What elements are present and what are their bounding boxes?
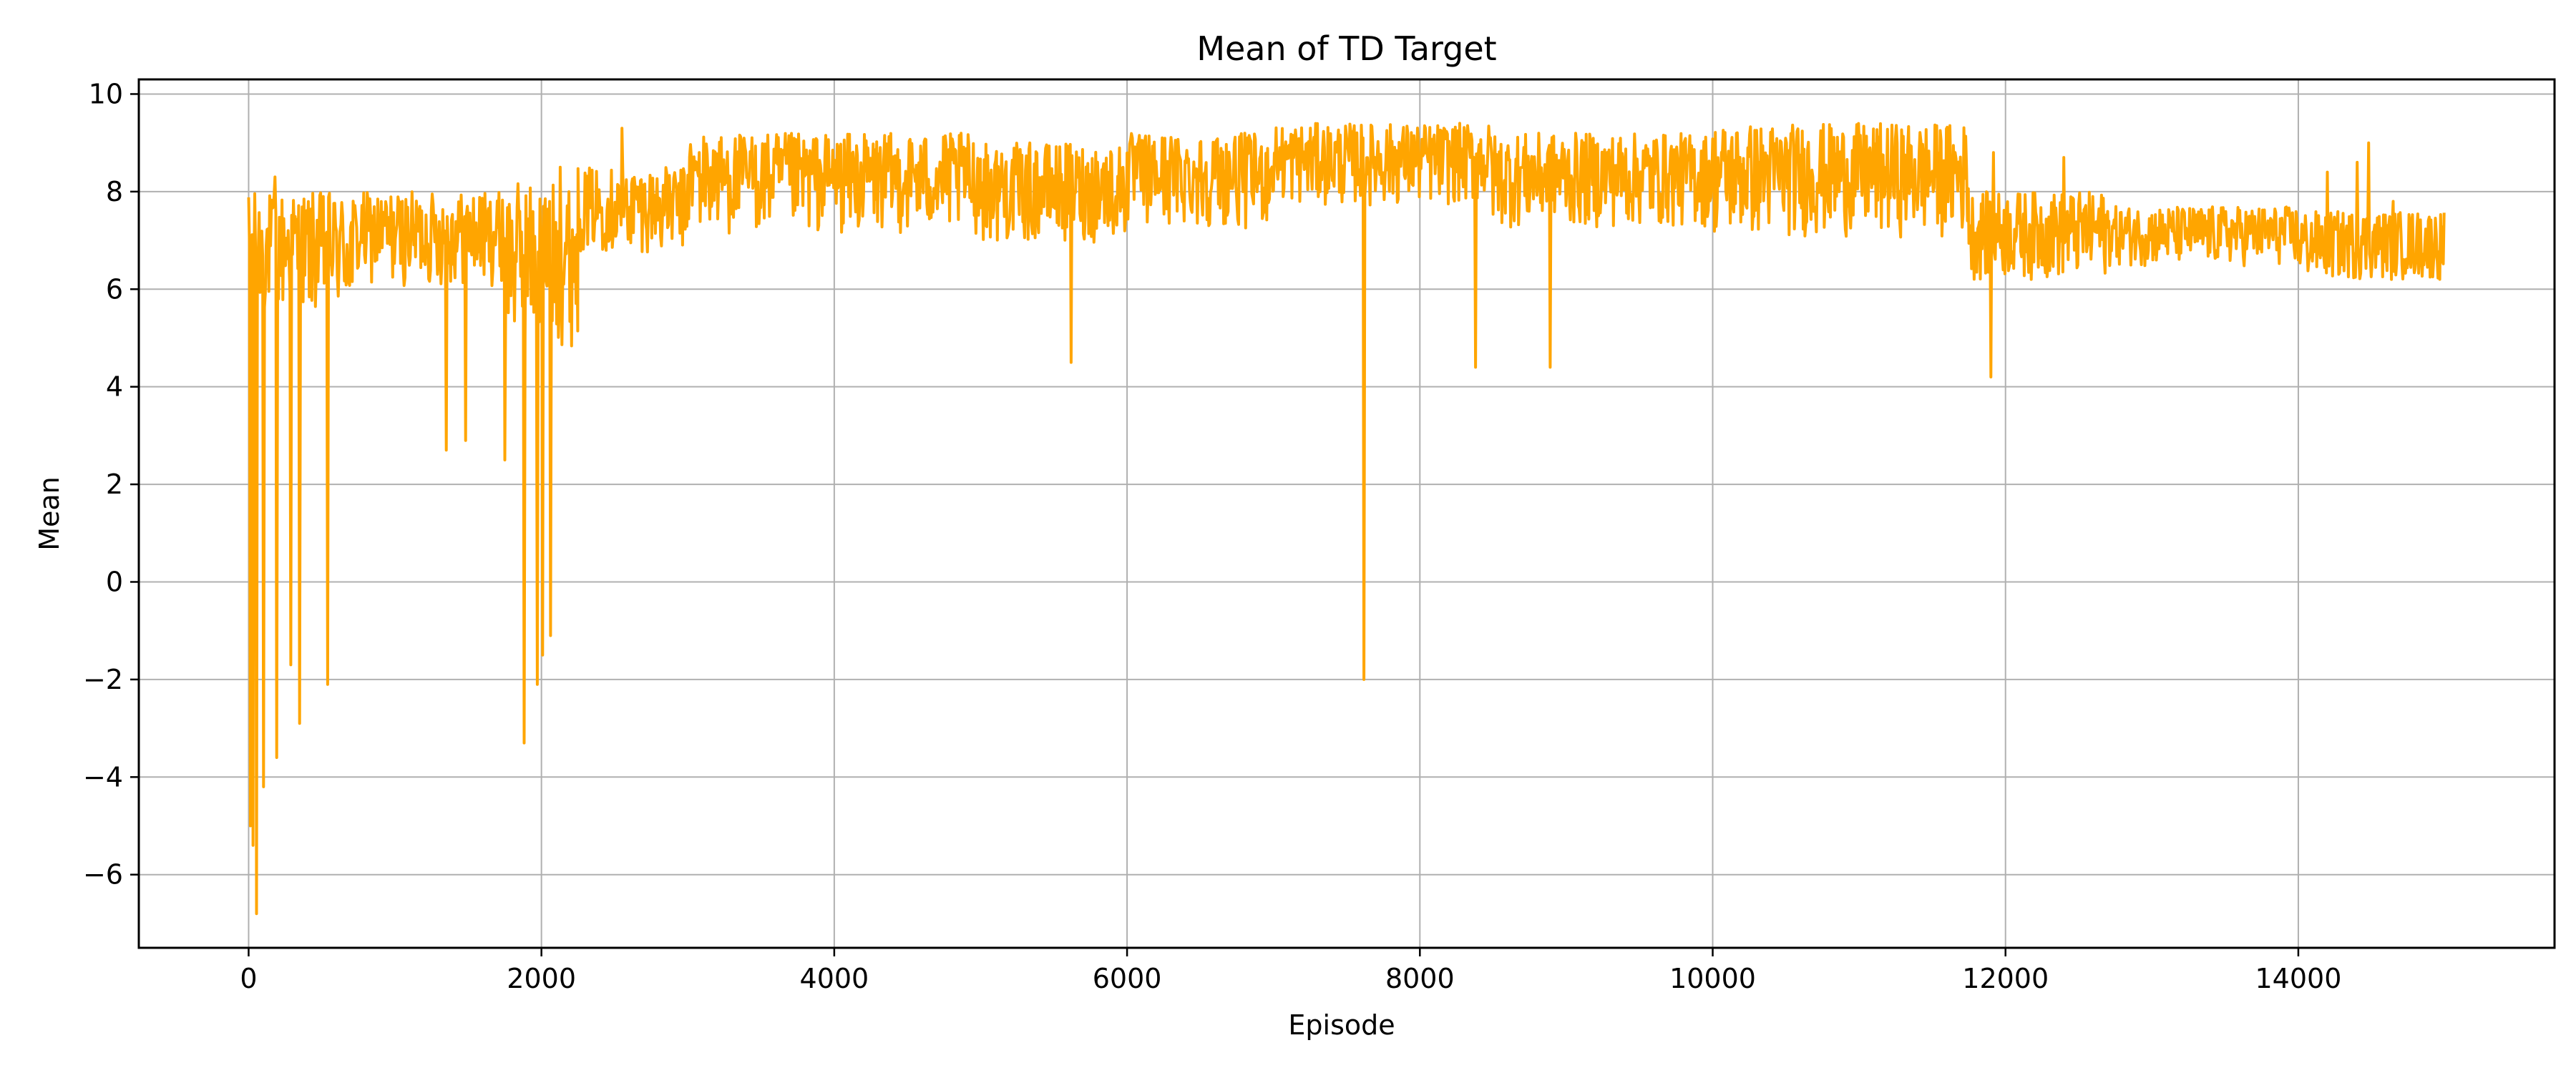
x-tick-label: 12000	[1962, 963, 2049, 994]
x-tick-label: 4000	[800, 963, 869, 994]
x-tick-label: 2000	[507, 963, 576, 994]
y-tick-label: 4	[106, 371, 123, 403]
y-tick-label: 10	[89, 78, 123, 109]
y-tick-label: 6	[106, 273, 123, 305]
x-tick-label: 10000	[1669, 963, 1756, 994]
y-tick-label: −4	[83, 761, 123, 793]
x-tick-label: 6000	[1093, 963, 1162, 994]
x-tick-label: 14000	[2255, 963, 2341, 994]
x-tick-label: 0	[240, 963, 257, 994]
plot-frame	[137, 78, 2556, 949]
y-tick-label: 0	[106, 566, 123, 597]
y-tick-label: −6	[83, 859, 123, 891]
x-tick-label: 8000	[1385, 963, 1455, 994]
line-layer	[247, 122, 2446, 916]
y-tick-label: 8	[106, 176, 123, 207]
chart-title: Mean of TD Target	[1196, 29, 1496, 68]
tick-layer: 0 2000 4000 6000 8000 10000 12000 14000 −6 −4 −2 0 2…	[83, 78, 2341, 994]
y-tick-label: −2	[83, 664, 123, 695]
x-axis-label: Episode	[1288, 1009, 1395, 1041]
series-line	[247, 122, 2446, 916]
y-axis-label: Mean	[34, 476, 65, 551]
y-tick-label: 2	[106, 469, 123, 500]
